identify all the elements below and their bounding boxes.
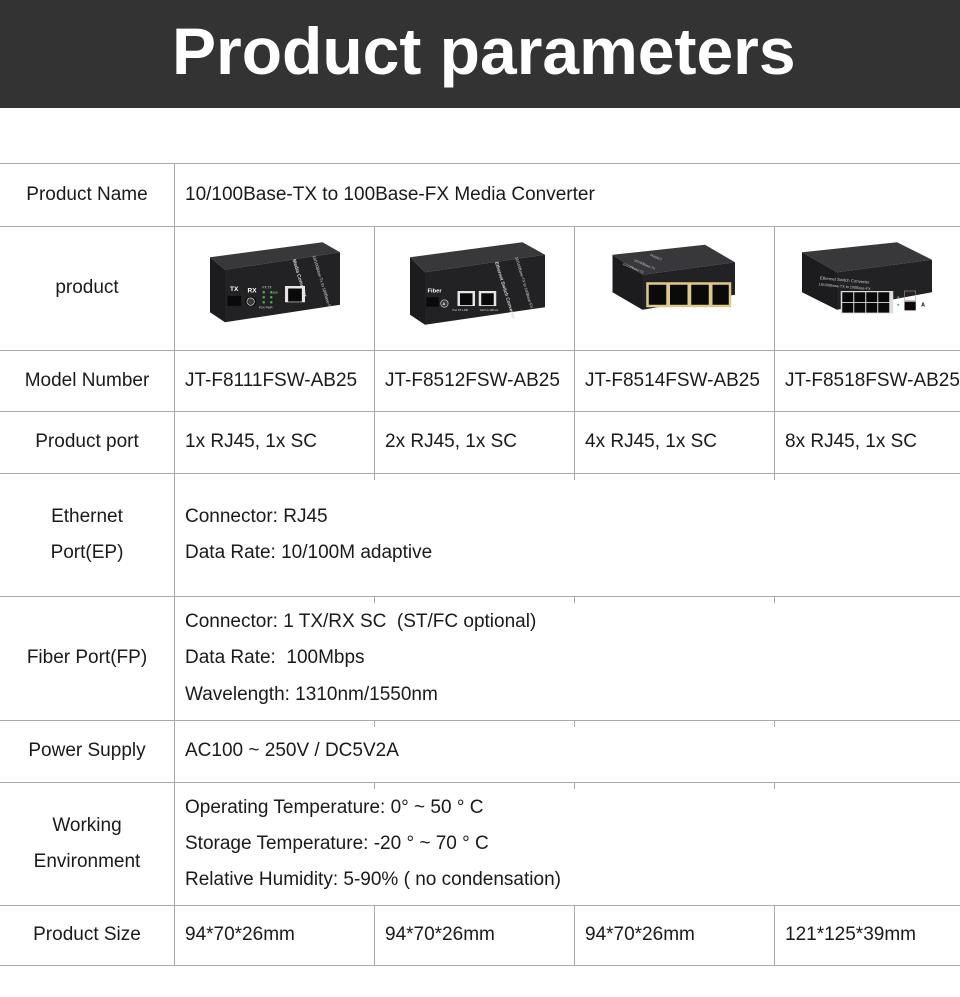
svg-text:100: 100 bbox=[272, 291, 277, 295]
svg-text:RX: RX bbox=[247, 287, 257, 294]
svg-text:Pwr FX LINK: Pwr FX LINK bbox=[452, 308, 468, 312]
svg-text:Fiber: Fiber bbox=[427, 288, 442, 294]
svg-text:A: A bbox=[442, 302, 445, 306]
svg-text:TX: TX bbox=[230, 286, 239, 293]
svg-text:4X: 4X bbox=[715, 311, 722, 317]
svg-text:FDX PWR: FDX PWR bbox=[258, 306, 273, 310]
svg-text:1/2: 1/2 bbox=[843, 316, 847, 319]
svg-text:A: A bbox=[921, 303, 925, 309]
svg-text:FX TX: FX TX bbox=[262, 286, 272, 290]
svg-text:3/4: 3/4 bbox=[856, 316, 860, 319]
svg-text:7/8: 7/8 bbox=[880, 316, 884, 319]
svg-text:1X: 1X bbox=[651, 311, 658, 317]
svg-text:100 LA 100 LA: 100 LA 100 LA bbox=[480, 308, 498, 312]
svg-text:5/6: 5/6 bbox=[868, 316, 872, 319]
svg-text:2X: 2X bbox=[672, 311, 679, 317]
svg-text:3X: 3X bbox=[693, 311, 700, 317]
